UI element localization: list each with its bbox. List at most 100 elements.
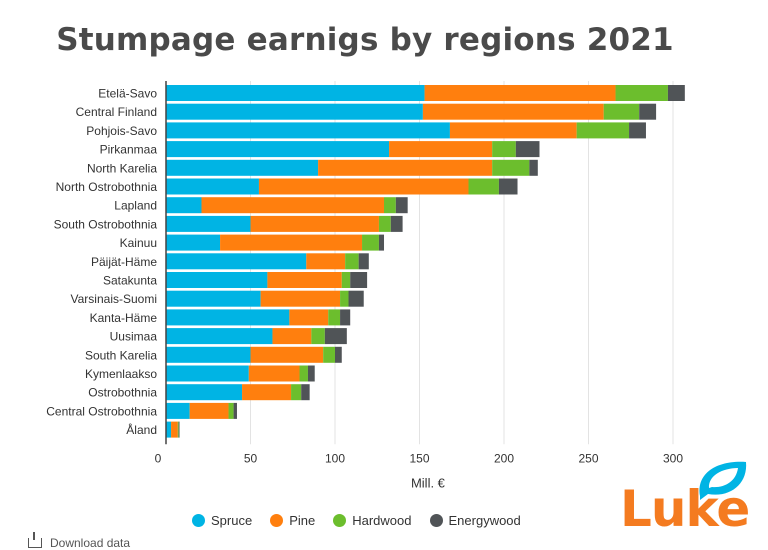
bar-spruce-10[interactable] — [166, 272, 268, 288]
bar-pine-2[interactable] — [449, 122, 577, 139]
luke-logo: Luke — [620, 456, 750, 546]
bar-pine-13[interactable] — [272, 328, 312, 345]
legend-label-hardwood: Hardwood — [352, 512, 412, 528]
category-label-13: Uusimaa — [110, 330, 158, 344]
bar-hardwood-4[interactable] — [492, 159, 530, 176]
bar-pine-17[interactable] — [189, 402, 229, 419]
bar-pine-11[interactable] — [260, 290, 341, 307]
legend-item-spruce[interactable]: Spruce — [192, 513, 252, 528]
bar-spruce-5[interactable] — [166, 178, 259, 195]
bar-energywood-10[interactable] — [350, 272, 368, 288]
bar-hardwood-9[interactable] — [345, 253, 359, 270]
bar-energywood-3[interactable] — [515, 141, 540, 158]
category-label-7: South Ostrobothnia — [54, 217, 158, 231]
bar-spruce-2[interactable] — [166, 122, 450, 139]
bar-spruce-3[interactable] — [166, 141, 390, 158]
bar-spruce-6[interactable] — [166, 197, 202, 214]
category-label-3: Pirkanmaa — [100, 143, 158, 157]
bar-spruce-13[interactable] — [166, 328, 273, 345]
category-label-5: North Ostrobothnia — [56, 180, 158, 194]
bar-energywood-8[interactable] — [378, 234, 385, 251]
category-label-6: Lapland — [114, 199, 157, 213]
bar-pine-3[interactable] — [389, 141, 493, 158]
category-label-10: Satakunta — [103, 274, 157, 288]
bar-spruce-11[interactable] — [166, 290, 261, 307]
legend-swatch-pine — [270, 513, 284, 527]
bar-energywood-5[interactable] — [498, 178, 518, 195]
legend-item-hardwood[interactable]: Hardwood — [333, 512, 412, 528]
bar-energywood-13[interactable] — [324, 328, 347, 345]
bar-energywood-12[interactable] — [340, 309, 351, 326]
bar-hardwood-3[interactable] — [492, 141, 516, 158]
legend-item-energywood[interactable]: Energywood — [429, 513, 521, 528]
bar-hardwood-5[interactable] — [468, 178, 499, 195]
bar-pine-9[interactable] — [306, 253, 346, 270]
bar-energywood-15[interactable] — [307, 365, 315, 382]
download-data-label: Download data — [50, 536, 131, 550]
bar-spruce-18[interactable] — [166, 421, 172, 438]
category-label-14: South Karelia — [85, 348, 157, 362]
x-tick-label-4: 200 — [494, 451, 514, 465]
bar-energywood-11[interactable] — [348, 290, 364, 307]
bar-spruce-14[interactable] — [166, 346, 251, 363]
bar-hardwood-17[interactable] — [228, 402, 234, 419]
bar-energywood-16[interactable] — [301, 384, 310, 401]
bar-energywood-1[interactable] — [639, 103, 657, 120]
bar-hardwood-10[interactable] — [341, 272, 351, 288]
bar-pine-6[interactable] — [201, 197, 385, 214]
category-label-9: Päijät-Häme — [91, 255, 157, 269]
legend-item-pine[interactable]: Pine — [270, 513, 315, 528]
bar-spruce-0[interactable] — [166, 85, 425, 101]
bar-hardwood-0[interactable] — [615, 85, 668, 101]
bar-hardwood-11[interactable] — [340, 290, 349, 307]
bar-pine-1[interactable] — [422, 103, 604, 120]
bar-hardwood-13[interactable] — [311, 328, 325, 345]
bar-spruce-4[interactable] — [166, 159, 319, 176]
bar-hardwood-15[interactable] — [299, 365, 308, 382]
bar-hardwood-12[interactable] — [328, 309, 341, 326]
bar-pine-15[interactable] — [248, 365, 300, 382]
bar-energywood-6[interactable] — [395, 197, 408, 214]
bar-hardwood-8[interactable] — [362, 234, 379, 251]
bar-hardwood-18[interactable] — [177, 421, 179, 438]
bar-hardwood-16[interactable] — [291, 384, 302, 401]
bar-pine-7[interactable] — [250, 215, 379, 232]
bar-pine-18[interactable] — [171, 421, 178, 438]
bar-energywood-7[interactable] — [390, 215, 403, 232]
bar-hardwood-14[interactable] — [323, 346, 335, 363]
bar-energywood-0[interactable] — [667, 85, 685, 101]
logo-wordmark: Luke — [620, 480, 750, 538]
download-data-button[interactable]: Download data — [28, 532, 131, 550]
bar-pine-10[interactable] — [267, 272, 342, 288]
bar-spruce-16[interactable] — [166, 384, 243, 401]
bar-pine-5[interactable] — [258, 178, 469, 195]
category-label-0: Etelä-Savo — [98, 87, 157, 101]
bar-energywood-14[interactable] — [335, 346, 342, 363]
stacked-bar-chart: Etelä-Savo Central Finland Pohjois-Savo Pir… — [46, 81, 685, 490]
bar-spruce-1[interactable] — [166, 103, 423, 120]
bar-energywood-9[interactable] — [358, 253, 369, 270]
bar-spruce-17[interactable] — [166, 402, 190, 419]
bar-pine-14[interactable] — [250, 346, 324, 363]
bar-hardwood-2[interactable] — [576, 122, 630, 139]
bar-pine-12[interactable] — [289, 309, 329, 326]
bar-pine-16[interactable] — [242, 384, 292, 401]
bar-spruce-9[interactable] — [166, 253, 307, 270]
bar-spruce-15[interactable] — [166, 365, 249, 382]
category-label-4: North Karelia — [87, 161, 157, 175]
bar-pine-4[interactable] — [318, 159, 493, 176]
bar-pine-0[interactable] — [424, 85, 616, 101]
bar-energywood-2[interactable] — [629, 122, 646, 139]
bar-hardwood-6[interactable] — [384, 197, 396, 214]
category-label-18: Åland — [126, 422, 157, 437]
bar-hardwood-1[interactable] — [603, 103, 640, 120]
bar-pine-8[interactable] — [220, 234, 363, 251]
bar-spruce-8[interactable] — [166, 234, 221, 251]
bar-spruce-7[interactable] — [166, 215, 251, 232]
bar-energywood-17[interactable] — [233, 402, 237, 419]
bar-energywood-18[interactable] — [178, 421, 180, 438]
bar-spruce-12[interactable] — [166, 309, 290, 326]
category-label-2: Pohjois-Savo — [86, 124, 157, 138]
bar-energywood-4[interactable] — [529, 159, 538, 176]
bar-hardwood-7[interactable] — [378, 215, 391, 232]
